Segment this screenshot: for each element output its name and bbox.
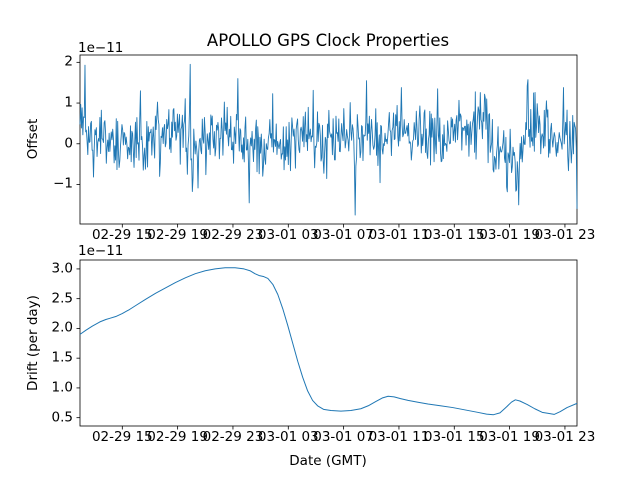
x-axis-label: Date (GMT) [289,453,367,469]
y-tick-label: 1.5 [51,349,73,366]
x-tick-label: 03-01 15 [423,429,485,445]
y-tick-label: 2 [64,53,73,70]
y-tick-label: 0.5 [51,408,73,425]
y-tick-label: 1.0 [51,379,73,396]
x-tick-label: 03-01 23 [534,429,596,445]
x-tick-label: 03-01 11 [368,429,430,445]
x-tick-label: 03-01 23 [534,227,596,243]
y-tick-label: −1 [53,175,73,192]
offset-scale-factor: 1e−11 [78,40,124,56]
y-tick-label: 0 [64,135,73,152]
figure-title: APOLLO GPS Clock Properties [206,31,450,50]
drift-scale-factor: 1e−11 [78,243,124,259]
y-tick-label: 2.5 [51,289,73,306]
x-tick-label: 03-01 07 [313,227,374,243]
x-tick-label: 03-01 07 [313,429,374,445]
offset-axes-frame [79,54,578,225]
y-tick-label: 3.0 [51,260,73,277]
x-tick-label: 02-29 19 [147,429,208,445]
x-tick-label: 03-01 15 [423,227,485,243]
y-tick-label: 1 [64,94,73,111]
drift-y-axis-label: Drift (per day) [25,295,41,391]
x-tick-label: 02-29 15 [91,227,153,243]
drift-axes-frame [79,259,578,427]
x-tick-label: 03-01 19 [479,429,540,445]
offset-series-line [79,63,578,216]
x-tick-label: 02-29 23 [202,429,264,445]
x-tick-label: 03-01 19 [479,227,540,243]
x-tick-label: 02-29 15 [91,429,153,445]
x-tick-label: 02-29 23 [202,227,264,243]
x-tick-label: 03-01 11 [368,227,430,243]
offset-y-axis-label: Offset [25,118,41,160]
y-tick-label: 2.0 [51,319,73,336]
drift-series-line [79,267,578,416]
x-tick-label: 03-01 03 [257,227,319,243]
x-tick-label: 03-01 03 [257,429,319,445]
x-tick-label: 02-29 19 [147,227,208,243]
